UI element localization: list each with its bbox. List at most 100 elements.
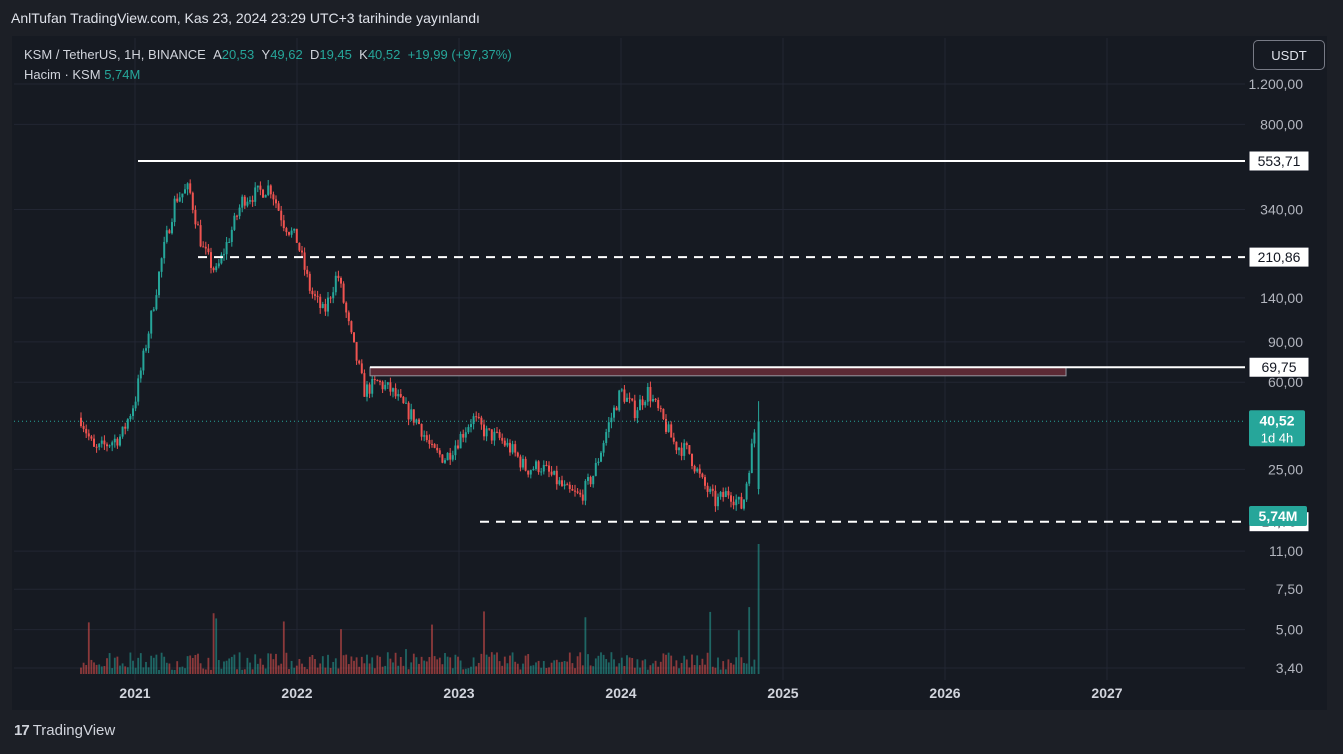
candle-body [308, 273, 311, 291]
volume-bar [620, 657, 623, 674]
time-axis-tick: 2024 [605, 685, 636, 701]
volume-bar [306, 669, 309, 674]
candle-body [210, 252, 212, 268]
candle-body [194, 209, 197, 225]
candle-body [392, 388, 394, 392]
candle-body [438, 450, 441, 455]
volume-bar [568, 652, 571, 674]
legend-symbol[interactable]: KSM / TetherUS, 1H, BINANCE [24, 47, 206, 62]
legend-volume-label[interactable]: Hacim · KSM [24, 67, 101, 82]
candle-body [545, 464, 548, 466]
candle-body [509, 442, 511, 453]
volume-bar [392, 662, 394, 674]
candle-body [633, 400, 636, 419]
volume-bar [412, 653, 415, 674]
candle-body [150, 310, 153, 334]
volume-bar [626, 655, 628, 674]
volume-bar [493, 654, 496, 674]
level-label: 210,86 [1248, 246, 1310, 268]
volume-bar [737, 630, 740, 674]
volume-bar [745, 663, 748, 674]
candle-body [522, 458, 524, 468]
resistance-zone [369, 366, 1067, 377]
volume-bar [633, 667, 636, 674]
candle-body [750, 443, 753, 473]
volume-bar [176, 661, 179, 674]
candle-body [654, 398, 657, 400]
volume-bar [490, 652, 493, 674]
candle-body [659, 408, 662, 410]
candle-body [311, 290, 314, 295]
candle-body [282, 220, 285, 229]
volume-bar [727, 659, 730, 674]
candle-body [558, 480, 561, 485]
candle-body [550, 471, 553, 475]
volume-bar [662, 653, 665, 674]
volume-bar [553, 660, 556, 674]
candle-body [519, 456, 522, 468]
volume-bar [197, 653, 199, 674]
candle-body [488, 428, 491, 430]
candle-body [163, 241, 166, 259]
volume-bar [241, 669, 244, 674]
candle-body [428, 440, 431, 444]
volume-bar [282, 621, 285, 674]
candle-body [191, 192, 194, 210]
volume-bar [129, 652, 132, 674]
candle-body [228, 241, 231, 243]
currency-button[interactable]: USDT [1253, 40, 1325, 70]
candle-body [719, 492, 722, 497]
volume-bar [246, 657, 249, 674]
candle-body [267, 185, 270, 195]
volume-bar [748, 607, 751, 674]
candle-body [735, 499, 738, 506]
volume-bar [98, 664, 101, 674]
volume-bar [126, 667, 129, 674]
volume-bar [204, 669, 207, 674]
volume-bar [225, 660, 228, 674]
candle-body [197, 224, 199, 226]
candle-body [420, 423, 423, 437]
candle-body [607, 422, 610, 433]
candle-body [389, 382, 392, 392]
volume-bar [418, 663, 420, 674]
volume-bar [646, 669, 649, 674]
candle-body [618, 390, 621, 411]
candle-body [626, 397, 628, 402]
candle-body [555, 470, 558, 485]
volume-bar [108, 653, 111, 674]
candle-body [379, 381, 381, 383]
volume-bar [236, 669, 238, 674]
volume-bar [100, 666, 103, 674]
candle-body [740, 496, 743, 509]
candle-body [145, 348, 147, 351]
volume-bar [358, 666, 361, 674]
candle-body [584, 480, 587, 501]
candle-body [623, 389, 626, 402]
candle-body [610, 417, 613, 423]
volume-bar [678, 668, 680, 674]
volume-bar [262, 664, 264, 674]
volume-badge-box [1249, 506, 1307, 526]
volume-bar [675, 660, 678, 674]
volume-bar [394, 652, 397, 674]
tradingview-brand: TradingView [32, 722, 116, 739]
volume-bar [347, 664, 350, 674]
candle-body [727, 491, 730, 496]
volume-bar [379, 656, 381, 674]
volume-bar [711, 666, 714, 674]
candle-body [628, 397, 631, 399]
tradingview-footer[interactable]: 17 TradingView [14, 722, 115, 739]
candle-body [381, 381, 384, 390]
volume-bar [376, 655, 379, 674]
candle-body [748, 472, 751, 484]
candle-body [256, 185, 259, 188]
candle-body [238, 207, 241, 217]
candle-body [457, 445, 459, 449]
volume-bar [457, 656, 459, 674]
candle-body [537, 461, 540, 473]
volume-bar [470, 666, 472, 674]
candle-body [657, 399, 660, 409]
candle-body [301, 250, 303, 253]
